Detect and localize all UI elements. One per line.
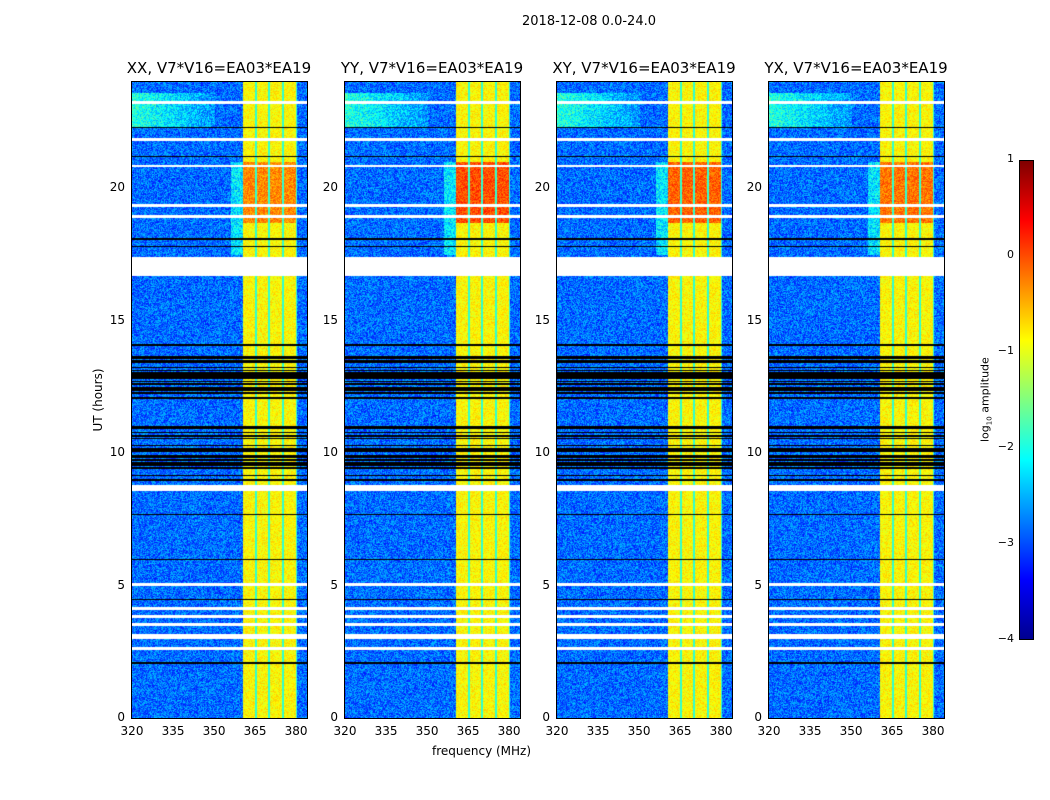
spectrogram-panel-3: [768, 81, 945, 719]
y-tick-label: 0: [117, 710, 125, 724]
x-tick-label: 365: [668, 724, 692, 738]
y-tick-label: 5: [330, 577, 338, 592]
y-tick-label: 5: [542, 577, 550, 592]
y-tick-label: 10: [746, 445, 762, 459]
y-tick-label: 15: [109, 312, 125, 327]
y-tick-label: 10: [534, 445, 550, 459]
colorbar-label: log10 amplitude: [978, 357, 994, 442]
x-tick-label: 320: [545, 724, 569, 738]
y-tick-label: 15: [534, 312, 550, 327]
y-tick-label: 10: [109, 445, 125, 459]
y-tick-label: 5: [754, 577, 762, 592]
y-axis-label: UT (hours): [91, 368, 105, 432]
colorbar: [1019, 160, 1034, 640]
spectrogram-panel-1: [344, 81, 521, 719]
spectrogram-panel-0: [131, 81, 308, 719]
x-tick-label: 320: [333, 724, 357, 738]
spectrogram-panel-2: [556, 81, 733, 719]
x-tick-label: 335: [161, 724, 185, 738]
x-tick-label: 320: [757, 724, 781, 738]
x-tick-label: 350: [839, 724, 863, 738]
x-tick-label: 350: [415, 724, 439, 738]
x-tick-label: 380: [284, 724, 308, 738]
suptitle: 2018-12-08 0.0-24.0: [522, 14, 656, 29]
y-tick-label: 15: [746, 312, 762, 327]
x-tick-label: 365: [243, 724, 267, 738]
colorbar-tick-label: −2: [997, 440, 1014, 453]
x-tick-label: 365: [880, 724, 904, 738]
y-tick-label: 0: [542, 710, 550, 724]
x-tick-label: 380: [497, 724, 521, 738]
colorbar-tick-label: −4: [997, 632, 1014, 645]
x-tick-label: 335: [586, 724, 610, 738]
colorbar-tick-label: −3: [997, 536, 1014, 549]
x-tick-label: 380: [921, 724, 945, 738]
panel-title-3: YX, V7*V16=EA03*EA19: [764, 59, 948, 77]
x-axis-label: frequency (MHz): [432, 744, 532, 758]
y-tick-label: 20: [534, 180, 550, 194]
x-tick-label: 335: [374, 724, 398, 738]
y-tick-label: 0: [754, 710, 762, 724]
colorbar-tick-label: 0: [1007, 248, 1014, 261]
panel-title-2: XY, V7*V16=EA03*EA19: [552, 59, 736, 77]
x-tick-label: 350: [627, 724, 651, 738]
spectrogram-image-3: [769, 82, 944, 718]
spectrogram-image-0: [132, 82, 307, 718]
spectrogram-image-2: [557, 82, 732, 718]
x-tick-label: 320: [120, 724, 144, 738]
panel-title-1: YY, V7*V16=EA03*EA19: [340, 59, 524, 77]
panel-title-0: XX, V7*V16=EA03*EA19: [126, 59, 312, 77]
colorbar-tick-label: −1: [997, 344, 1014, 357]
x-tick-label: 365: [456, 724, 480, 738]
y-tick-label: 20: [746, 180, 762, 194]
x-tick-label: 335: [798, 724, 822, 738]
y-tick-label: 20: [322, 180, 338, 194]
y-tick-label: 0: [330, 710, 338, 724]
x-tick-label: 350: [202, 724, 226, 738]
spectrogram-image-1: [345, 82, 520, 718]
y-tick-label: 10: [322, 445, 338, 459]
x-tick-label: 380: [709, 724, 733, 738]
y-tick-label: 15: [322, 312, 338, 327]
colorbar-tick-label: 1: [1007, 152, 1014, 165]
y-tick-label: 5: [117, 577, 125, 592]
y-tick-label: 20: [109, 180, 125, 194]
